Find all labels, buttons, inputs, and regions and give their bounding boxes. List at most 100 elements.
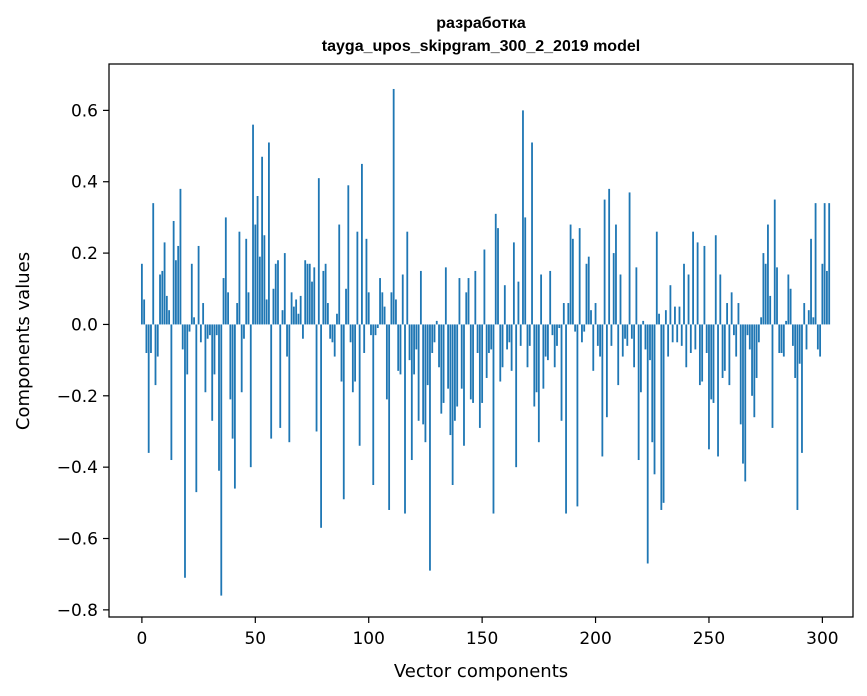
bar (431, 324, 434, 353)
bars-group (140, 88, 831, 596)
bar (524, 217, 527, 325)
bar (590, 310, 592, 325)
bar (415, 324, 418, 350)
bar (163, 242, 166, 325)
plot-frame (108, 63, 854, 618)
bar (370, 324, 372, 336)
bar (290, 292, 293, 325)
bar (444, 267, 447, 325)
bar (408, 324, 411, 361)
bar (385, 324, 388, 400)
y-tick-label: −0.8 (57, 601, 98, 621)
bar (612, 253, 615, 325)
chart-title: разработка (436, 15, 526, 32)
bar (565, 324, 567, 514)
bar (361, 163, 363, 325)
bar (429, 324, 431, 571)
bar (302, 324, 304, 339)
bar (503, 285, 506, 325)
x-tick-label: 50 (244, 629, 266, 649)
bar (424, 324, 427, 443)
bar (757, 324, 760, 343)
bar (751, 324, 753, 396)
bar (326, 303, 329, 325)
bar (483, 249, 486, 325)
bar (204, 324, 207, 393)
bar (397, 324, 400, 371)
bar (463, 324, 465, 446)
bar (356, 231, 359, 325)
bar (762, 253, 765, 325)
bar (542, 324, 545, 389)
bar (351, 324, 354, 393)
bar (621, 324, 624, 357)
bar (168, 310, 171, 325)
bar (456, 324, 459, 407)
bar (399, 324, 402, 375)
bar (649, 324, 651, 361)
bar (336, 313, 338, 325)
bar (737, 303, 740, 325)
bar (413, 324, 415, 375)
bar (692, 231, 694, 325)
bar (460, 324, 463, 389)
bar (567, 303, 570, 325)
bar (367, 292, 370, 325)
bar (594, 303, 597, 325)
bar (501, 324, 504, 368)
bar (440, 324, 443, 414)
bar (492, 324, 495, 514)
bar (816, 324, 819, 350)
bar (519, 324, 522, 346)
bar (714, 235, 717, 325)
bar (476, 324, 479, 353)
bar (170, 324, 173, 461)
bar (701, 324, 704, 382)
bar (342, 324, 345, 500)
bar (410, 324, 413, 461)
bar (547, 324, 549, 361)
bar (324, 263, 327, 325)
bar (644, 324, 647, 350)
bar (245, 238, 248, 325)
y-tick-label: 0.4 (71, 173, 98, 193)
bar (490, 324, 493, 350)
bar (626, 324, 629, 346)
bar (696, 242, 699, 325)
bar (277, 260, 279, 325)
bar (769, 295, 772, 325)
bar (247, 292, 250, 325)
bar (199, 324, 202, 343)
bar (814, 203, 817, 325)
bar (292, 306, 295, 325)
x-tick-label: 0 (136, 629, 147, 649)
bar (209, 324, 211, 336)
bar (454, 324, 456, 421)
bar (347, 185, 350, 325)
bar (329, 324, 332, 339)
bar (678, 306, 681, 325)
bar (619, 274, 622, 325)
bar (322, 270, 325, 325)
y-tick-label: 0.6 (71, 101, 98, 121)
bar (553, 324, 556, 368)
bar (712, 324, 715, 403)
bar (229, 324, 232, 400)
bar (780, 324, 783, 353)
bar (826, 270, 828, 325)
bar (685, 324, 688, 368)
bar (624, 324, 626, 339)
x-tick-label: 100 (352, 629, 384, 649)
bar (315, 324, 318, 432)
bar (195, 324, 198, 493)
bar (742, 324, 744, 464)
bar (497, 228, 499, 325)
bar (297, 313, 300, 325)
bar (801, 324, 803, 453)
bar (708, 324, 710, 450)
bar (526, 324, 529, 368)
bar (190, 263, 193, 325)
bar (447, 324, 450, 389)
bar (630, 324, 633, 339)
